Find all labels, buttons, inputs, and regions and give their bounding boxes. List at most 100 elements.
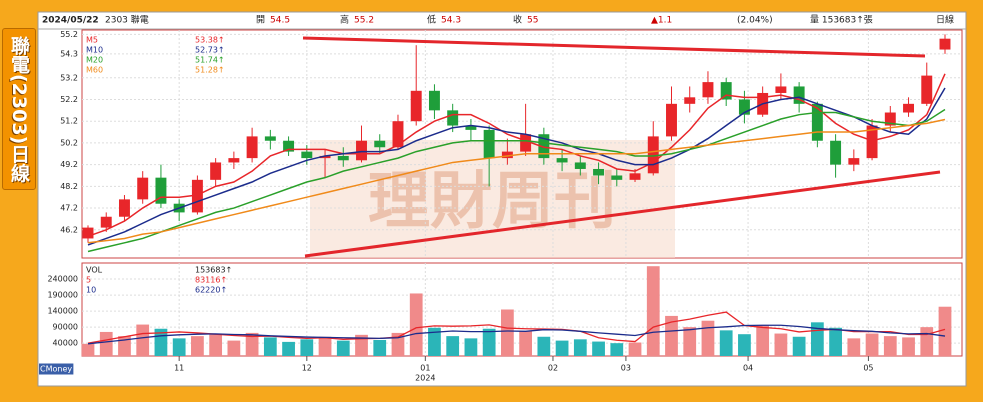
volume-ma-line <box>87 311 946 344</box>
header-label: 開 <box>256 15 265 26</box>
candle-body <box>283 140 295 152</box>
x-tick-label: 03 <box>621 364 631 373</box>
candle-body <box>155 177 167 204</box>
candle-body <box>556 158 568 163</box>
candle-body <box>830 140 842 165</box>
header-value: 54.3 <box>441 16 461 26</box>
candle-body <box>319 155 331 159</box>
volume-bar <box>355 334 368 356</box>
y-tick-label: 190000 <box>47 291 78 300</box>
volume-bar <box>482 328 496 356</box>
volume-bar <box>263 337 277 356</box>
candle-body <box>775 86 787 93</box>
volume-bar <box>738 334 751 356</box>
volume-bar <box>172 338 186 356</box>
y-tick-label: 90000 <box>53 323 78 332</box>
volume-bar <box>683 327 697 356</box>
legend-label: VOL <box>86 266 103 275</box>
volume-bar <box>99 331 113 356</box>
candle-body <box>921 75 933 104</box>
candle-body <box>501 151 513 159</box>
candle-body <box>264 136 276 141</box>
candle-body <box>684 97 696 104</box>
candle-body <box>465 125 477 130</box>
logo: CMoney <box>40 365 72 374</box>
y-tick-label: 52.2 <box>60 95 78 104</box>
candle-body <box>593 168 605 176</box>
header-value: 55 <box>527 16 538 26</box>
candle-body <box>337 155 349 161</box>
y-tick-label: 49.2 <box>60 160 78 169</box>
candle-body <box>574 162 586 169</box>
y-tick-label: 48.2 <box>60 182 78 191</box>
volume-bar <box>719 330 733 356</box>
candle-body <box>903 103 915 113</box>
period: 日線 <box>936 14 954 26</box>
candle-body <box>82 227 94 239</box>
y-tick-label: 51.2 <box>60 117 78 126</box>
legend-label: M20 <box>86 56 103 65</box>
header-value: 54.5 <box>270 16 290 26</box>
volume-bar <box>537 336 551 356</box>
volume-bar <box>938 306 952 356</box>
legend-label: M10 <box>86 46 103 55</box>
legend-value: 153683↑ <box>195 266 232 275</box>
volume-bar <box>665 315 678 356</box>
candle-body <box>702 82 714 98</box>
volume-bar <box>227 340 241 356</box>
candle-body <box>374 140 386 148</box>
candle-body <box>793 86 805 104</box>
trendline <box>302 36 926 58</box>
volume-bar <box>373 339 387 356</box>
candle-body <box>356 140 367 161</box>
y-tick-label: 47.2 <box>60 204 78 213</box>
candle-body <box>100 216 112 228</box>
volume-bar <box>555 340 569 356</box>
volume-ma-line <box>87 324 946 345</box>
x-tick-label: 11 <box>174 364 184 373</box>
volume-bar <box>920 327 934 356</box>
legend-label: M60 <box>86 66 103 75</box>
candle-body <box>666 103 677 137</box>
volume-bar <box>756 325 770 356</box>
candle-body <box>811 103 823 141</box>
candle-body <box>118 199 130 217</box>
volume-bar <box>336 340 350 356</box>
x-tick-label: 12 <box>302 364 312 373</box>
y-tick-label: 40000 <box>53 339 78 348</box>
volume-bar <box>391 332 405 356</box>
volume-bar <box>628 342 642 356</box>
candle-body <box>483 129 495 159</box>
ma-line <box>87 108 946 253</box>
volume-total: 量 153683↑張 <box>810 15 873 26</box>
volume-bar <box>136 324 150 356</box>
legend-label: 10 <box>86 286 96 295</box>
side-title: 聯電(2303)日線 <box>2 28 36 190</box>
volume-bar <box>774 333 788 356</box>
candle-body <box>392 121 404 148</box>
candle-body <box>191 179 203 213</box>
volume-bar <box>701 320 715 356</box>
candle-body <box>301 151 313 159</box>
volume-bar <box>81 343 95 356</box>
volume-bar <box>501 309 514 356</box>
volume-bar <box>282 341 295 356</box>
change: ▲1.1 <box>651 16 672 26</box>
legend-value: 51.74↑ <box>195 56 225 65</box>
y-tick-label: 54.3 <box>60 49 78 58</box>
volume-bar <box>792 336 806 356</box>
volume-bar <box>428 327 441 356</box>
candle-body <box>647 136 659 174</box>
volume-bar <box>245 332 259 356</box>
ma-line <box>87 87 946 246</box>
legend-value: 83116↑ <box>195 276 227 285</box>
legend-value: 52.73↑ <box>195 46 225 55</box>
volume-bar <box>883 336 897 356</box>
legend-value: 62220↑ <box>195 286 227 295</box>
header-label: 高 <box>340 14 349 26</box>
candle-body <box>738 99 750 115</box>
candle-body <box>611 175 623 180</box>
volume-bar <box>610 343 624 356</box>
header-label: 收 <box>513 14 522 26</box>
candle-body <box>720 82 732 100</box>
